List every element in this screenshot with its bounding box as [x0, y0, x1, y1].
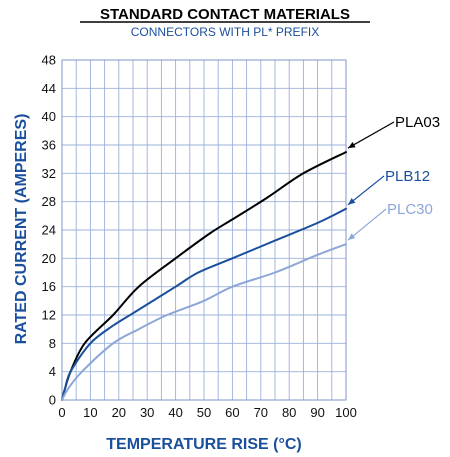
arrowhead-plc30: [348, 233, 356, 241]
y-tick-label: 4: [49, 364, 56, 379]
y-tick-label: 36: [42, 138, 56, 153]
series-line-plc30: [61, 243, 347, 401]
y-tick-label: 32: [42, 166, 56, 181]
x-tick-label: 0: [58, 405, 65, 420]
y-axis-label: RATED CURRENT (AMPERES): [13, 114, 30, 345]
plot-frame: [61, 59, 347, 401]
x-tick-label: 90: [310, 405, 324, 420]
y-tick-label: 44: [42, 81, 56, 96]
series-label-plb12: PLB12: [385, 168, 430, 185]
y-tick-label: 28: [42, 194, 56, 209]
x-tick-label: 10: [83, 405, 97, 420]
leader-line-pla03: [347, 121, 395, 149]
series-label-plc30: PLC30: [387, 201, 433, 218]
y-tick-label: 48: [42, 53, 56, 68]
x-tick-label: 100: [335, 405, 357, 420]
x-tick-label: 60: [225, 405, 239, 420]
series-labels: PLA03 PLB12 PLC30: [347, 114, 440, 241]
x-axis-label: TEMPERATURE RISE (°C): [106, 436, 301, 453]
y-tick-label: 20: [42, 251, 56, 266]
series-lines: [61, 151, 347, 401]
series-line-plb12: [61, 207, 347, 401]
x-tick-label: 70: [254, 405, 268, 420]
y-tick-label: 8: [49, 336, 56, 351]
x-tick-label: 80: [282, 405, 296, 420]
y-tick-label: 12: [42, 308, 56, 323]
leader-line-plb12: [347, 175, 385, 206]
x-tick-labels: 0 10 20 30 40 50 60 70 80 90 100: [58, 405, 356, 420]
arrowhead-plb12: [348, 198, 356, 205]
x-tick-label: 50: [197, 405, 211, 420]
x-tick-label: 20: [112, 405, 126, 420]
y-tick-label: 0: [49, 393, 56, 408]
arrowhead-pla03: [348, 142, 356, 149]
chart-title: STANDARD CONTACT MATERIALS: [100, 6, 350, 23]
x-tick-label: 40: [168, 405, 182, 420]
y-tick-label: 40: [42, 109, 56, 124]
series-label-pla03: PLA03: [395, 114, 440, 131]
chart-subtitle: CONNECTORS WITH PL* PREFIX: [131, 25, 319, 39]
leader-line-plc30: [347, 208, 387, 241]
y-tick-label: 24: [42, 223, 56, 238]
x-tick-label: 30: [140, 405, 154, 420]
y-tick-label: 16: [42, 279, 56, 294]
